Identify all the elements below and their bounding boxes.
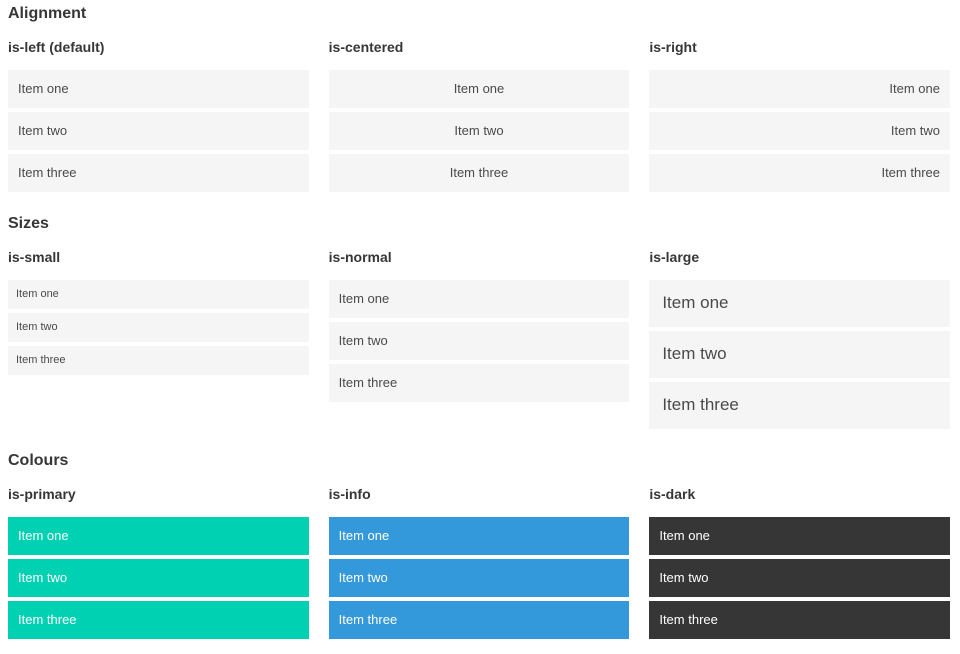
list-is-dark: Item one Item two Item three (649, 516, 950, 639)
list-item: Item two (649, 330, 950, 378)
list-item: Item three (649, 600, 950, 639)
list-is-small: Item one Item two Item three (8, 279, 309, 375)
list-item: Item one (8, 69, 309, 108)
list-item: Item two (8, 558, 309, 597)
list-item: Item two (328, 558, 630, 597)
column-label-is-normal: is-normal (328, 249, 392, 266)
section-alignment: Alignment is-left (default) Item one Ite… (8, 4, 950, 192)
section-colours: Colours is-primary Item one Item two Ite… (8, 451, 950, 639)
list-item: Item three (649, 381, 950, 429)
list-item: Item two (649, 558, 950, 597)
section-title-colours: Colours (8, 451, 69, 469)
column-label-is-right: is-right (649, 39, 697, 56)
list-item: Item one (649, 516, 950, 555)
column-is-large: is-large Item one Item two Item three (649, 249, 950, 429)
list-is-centered: Item one Item two Item three (328, 69, 630, 192)
list-item: Item three (328, 363, 630, 402)
column-label-is-large: is-large (649, 249, 700, 266)
list-item: Item two (328, 321, 630, 360)
sizes-columns: is-small Item one Item two Item three is… (8, 249, 950, 429)
list-is-normal: Item one Item two Item three (328, 279, 630, 402)
list-item: Item two (649, 111, 950, 150)
section-title-sizes: Sizes (8, 214, 49, 232)
column-label-is-centered: is-centered (328, 39, 404, 56)
list-item: Item three (328, 153, 630, 192)
column-is-info: is-info Item one Item two Item three (328, 486, 630, 639)
list-item: Item two (8, 111, 309, 150)
column-is-small: is-small Item one Item two Item three (8, 249, 309, 375)
list-item: Item three (328, 600, 630, 639)
column-is-dark: is-dark Item one Item two Item three (649, 486, 950, 639)
list-item: Item three (8, 345, 309, 375)
colours-columns: is-primary Item one Item two Item three … (8, 486, 950, 639)
list-item: Item three (8, 600, 309, 639)
list-is-info: Item one Item two Item three (328, 516, 630, 639)
column-label-is-small: is-small (8, 249, 61, 266)
list-item: Item one (328, 69, 630, 108)
column-label-is-primary: is-primary (8, 486, 76, 503)
column-label-is-info: is-info (328, 486, 371, 503)
alignment-columns: is-left (default) Item one Item two Item… (8, 39, 950, 192)
column-label-is-left: is-left (default) (8, 39, 105, 56)
list-item: Item two (328, 111, 630, 150)
column-is-right: is-right Item one Item two Item three (649, 39, 950, 192)
column-label-is-dark: is-dark (649, 486, 696, 503)
column-is-centered: is-centered Item one Item two Item three (328, 39, 630, 192)
list-is-large: Item one Item two Item three (649, 279, 950, 429)
list-item: Item one (328, 279, 630, 318)
list-item: Item one (328, 516, 630, 555)
list-is-right: Item one Item two Item three (649, 69, 950, 192)
section-sizes: Sizes is-small Item one Item two Item th… (8, 214, 950, 429)
column-is-primary: is-primary Item one Item two Item three (8, 486, 309, 639)
list-item: Item one (649, 69, 950, 108)
column-is-normal: is-normal Item one Item two Item three (328, 249, 630, 402)
list-item: Item one (649, 279, 950, 327)
column-is-left-default: is-left (default) Item one Item two Item… (8, 39, 309, 192)
list-is-left: Item one Item two Item three (8, 69, 309, 192)
list-item: Item three (649, 153, 950, 192)
section-title-alignment: Alignment (8, 5, 87, 22)
list-item: Item one (8, 516, 309, 555)
list-item: Item one (8, 279, 309, 309)
list-is-primary: Item one Item two Item three (8, 516, 309, 639)
list-item: Item three (8, 153, 309, 192)
list-item: Item two (8, 312, 309, 342)
